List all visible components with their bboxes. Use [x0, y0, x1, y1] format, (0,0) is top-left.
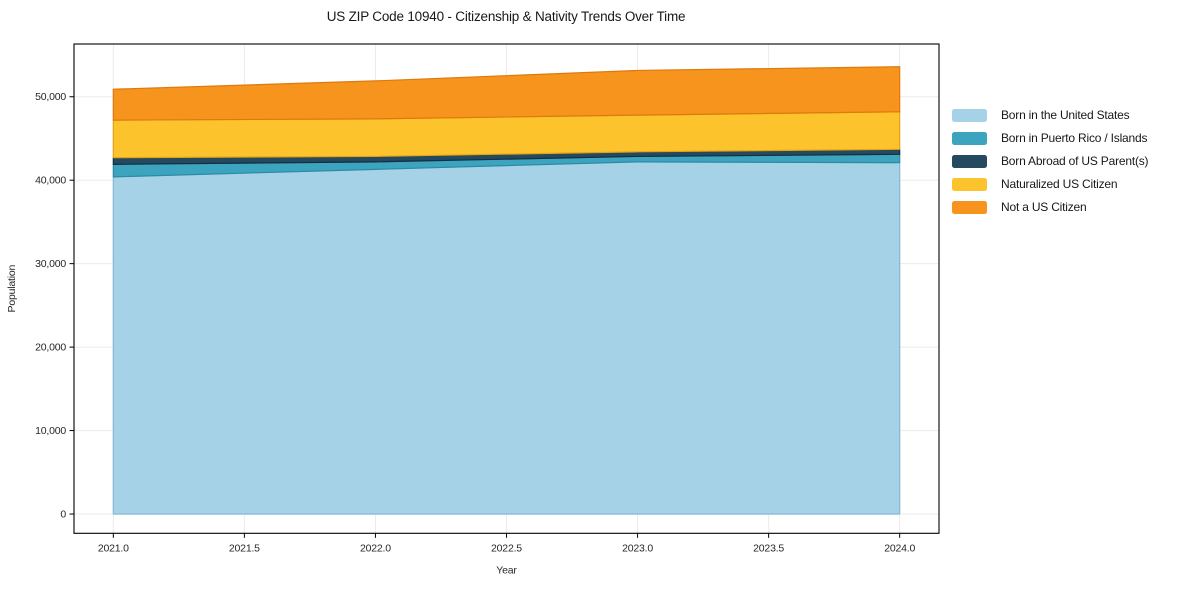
- y-tick-label: 40,000: [35, 175, 66, 187]
- area-series: [112, 66, 901, 121]
- legend-item: Not a US Citizen: [952, 200, 1148, 214]
- legend-label: Naturalized US Citizen: [1001, 177, 1118, 191]
- x-axis-title: Year: [496, 564, 517, 576]
- y-tick-label: 20,000: [35, 342, 66, 354]
- x-tick-label: 2024.0: [884, 542, 915, 554]
- legend-swatch: [952, 154, 987, 168]
- legend-swatch: [952, 200, 987, 214]
- legend-label: Born in the United States: [1001, 108, 1130, 122]
- stacked-areas: [112, 66, 901, 515]
- y-tick-label: 30,000: [35, 258, 66, 270]
- y-axis: 0 10,000 20,000 30,000 40,000 50,000: [35, 91, 74, 521]
- legend-label: Born in Puerto Rico / Islands: [1001, 131, 1148, 145]
- x-axis: 2021.0 2021.5 2022.0 2022.5 2023.0 2023.5 2024…: [98, 533, 916, 554]
- legend: Born in the United States Born in Puerto …: [952, 108, 1149, 223]
- y-axis-title: Population: [6, 264, 18, 312]
- legend-item: Naturalized US Citizen: [952, 177, 1148, 191]
- y-tick-label: 50,000: [35, 91, 66, 103]
- y-tick-label: 10,000: [35, 425, 66, 437]
- x-tick-label: 2021.0: [98, 542, 129, 554]
- y-tick-label: 0: [60, 509, 66, 521]
- area-series: [112, 161, 901, 515]
- legend-swatch: [952, 108, 987, 122]
- legend-swatch: [952, 177, 987, 191]
- chart-title: US ZIP Code 10940 - Citizenship & Nativi…: [326, 9, 686, 24]
- legend-swatch: [952, 131, 987, 145]
- x-tick-label: 2021.5: [229, 542, 260, 554]
- x-tick-label: 2022.5: [491, 542, 522, 554]
- legend-item: Born Abroad of US Parent(s): [952, 154, 1149, 168]
- legend-item: Born in Puerto Rico / Islands: [952, 131, 1148, 145]
- x-tick-label: 2023.5: [753, 542, 784, 554]
- x-tick-label: 2022.0: [360, 542, 391, 554]
- legend-label: Not a US Citizen: [1001, 200, 1087, 214]
- x-tick-label: 2023.0: [622, 542, 653, 554]
- legend-item: Born in the United States: [952, 108, 1148, 122]
- legend-label: Born Abroad of US Parent(s): [1001, 154, 1149, 168]
